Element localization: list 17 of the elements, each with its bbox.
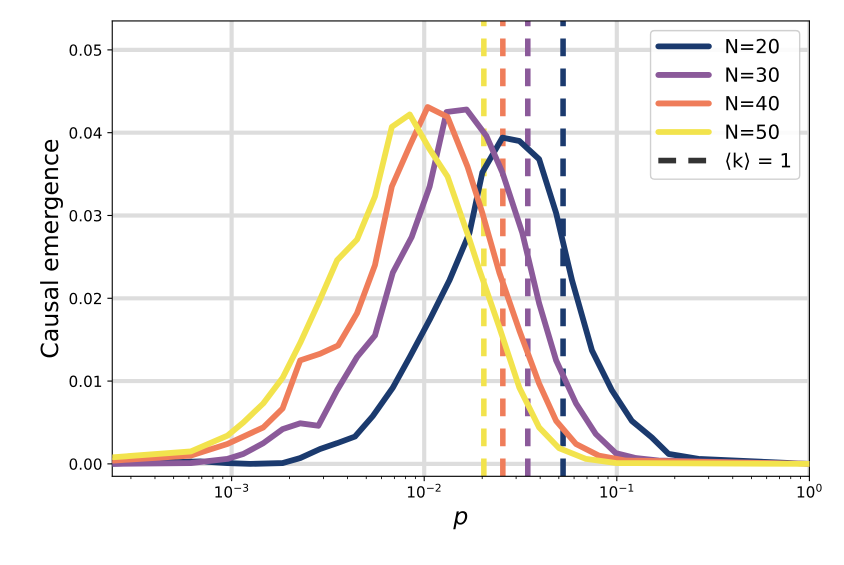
y-tick-label: 0.01 [70,376,102,388]
y-tick-label: 0.04 [70,127,102,139]
x-tick-label: 10$^{−3}$ [215,484,248,498]
y-axis-title: Causal emergence [40,140,63,358]
x-tick-label: 10$^{−1}$ [600,484,634,498]
x-axis-title: p [453,511,468,530]
y-tick-label: 0.05 [70,44,102,56]
legend-label: N=40 [726,96,779,111]
legend-label: N=50 [726,124,779,140]
y-tick-label: 0.03 [70,210,102,222]
y-tick-label: 0.00 [70,458,102,470]
legend-label: N=30 [726,67,779,82]
y-tick-label: 0.02 [70,292,101,304]
x-tick-label: 10$^{0}$ [798,484,822,498]
legend-label: N=20 [726,38,779,54]
annotation: ⟨k⟩ = 1 [726,152,790,170]
x-tick-label: 10$^{−2}$ [408,484,441,498]
